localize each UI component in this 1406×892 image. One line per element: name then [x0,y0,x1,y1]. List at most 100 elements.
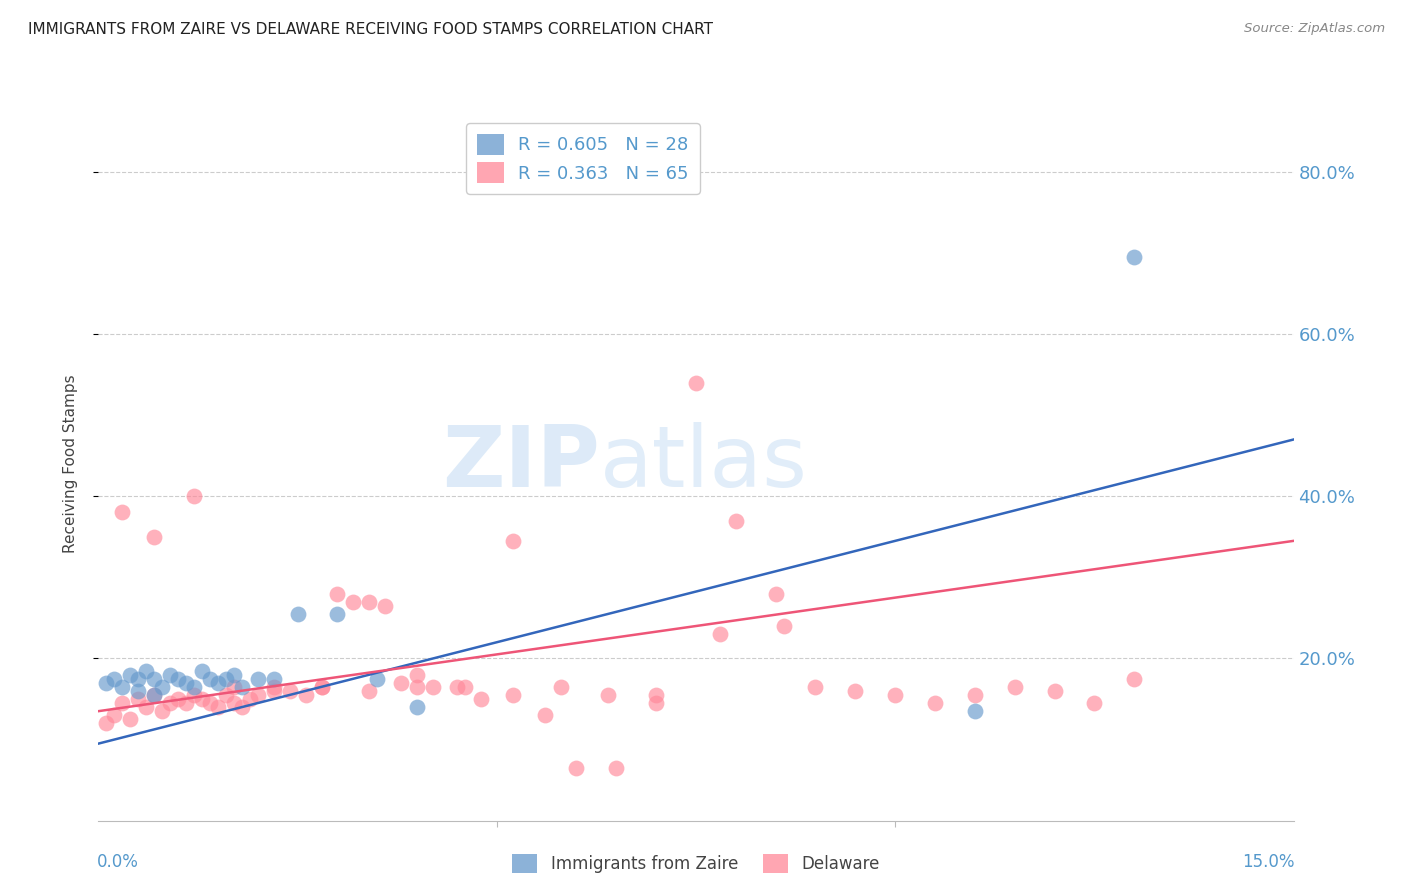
Point [359,684,381,698]
Point [685,376,707,390]
Point [167,672,190,686]
Point [645,696,668,710]
Point [502,533,524,548]
Point [143,688,166,702]
Point [246,688,269,702]
Point [183,688,205,702]
Point [127,672,149,686]
Y-axis label: Receiving Food Stamps: Receiving Food Stamps [63,375,77,553]
Point [263,672,285,686]
Point [884,688,907,702]
Text: IMMIGRANTS FROM ZAIRE VS DELAWARE RECEIVING FOOD STAMPS CORRELATION CHART: IMMIGRANTS FROM ZAIRE VS DELAWARE RECEIV… [28,22,713,37]
Point [765,586,787,600]
Text: 0.0%: 0.0% [97,853,139,871]
Point [150,704,173,718]
Point [239,692,262,706]
Point [207,675,229,690]
Point [120,667,142,681]
Point [287,607,309,621]
Point [135,664,157,678]
Point [198,696,221,710]
Point [406,700,429,714]
Point [167,692,190,706]
Point [366,672,388,686]
Point [645,688,668,702]
Point [263,680,285,694]
Point [143,688,166,702]
Point [1004,680,1026,694]
Point [844,684,866,698]
Point [231,700,253,714]
Point [222,696,245,710]
Point [159,667,181,681]
Point [406,667,429,681]
Point [565,761,588,775]
Point [111,696,134,710]
Point [422,680,444,694]
Point [135,700,157,714]
Text: Source: ZipAtlas.com: Source: ZipAtlas.com [1244,22,1385,36]
Point [103,708,125,723]
Text: ZIP: ZIP [443,422,600,506]
Point [389,675,412,690]
Text: atlas: atlas [600,422,808,506]
Point [263,684,285,698]
Point [533,708,555,723]
Point [550,680,572,694]
Point [598,688,620,702]
Point [103,672,125,686]
Point [207,700,229,714]
Point [222,667,245,681]
Point [963,704,986,718]
Point [111,680,134,694]
Point [96,675,118,690]
Point [143,530,166,544]
Point [454,680,477,694]
Point [772,619,794,633]
Point [174,675,197,690]
Legend: Immigrants from Zaire, Delaware: Immigrants from Zaire, Delaware [506,847,886,880]
Point [804,680,827,694]
Point [1043,684,1066,698]
Point [150,680,173,694]
Point [724,514,747,528]
Point [502,688,524,702]
Point [183,680,205,694]
Point [246,672,269,686]
Point [326,586,349,600]
Point [111,506,134,520]
Point [1123,672,1146,686]
Point [470,692,492,706]
Point [183,489,205,503]
Point [191,664,214,678]
Point [963,688,986,702]
Point [326,607,349,621]
Point [127,684,149,698]
Point [406,680,429,694]
Point [127,692,149,706]
Text: 15.0%: 15.0% [1243,853,1295,871]
Point [174,696,197,710]
Point [294,688,316,702]
Point [120,712,142,726]
Point [215,688,238,702]
Point [159,696,181,710]
Point [709,627,731,641]
Point [446,680,468,694]
Point [374,599,396,613]
Point [278,684,301,698]
Point [605,761,627,775]
Point [143,672,166,686]
Point [1123,250,1146,264]
Point [222,680,245,694]
Point [924,696,946,710]
Point [215,672,238,686]
Point [96,716,118,731]
Point [359,595,381,609]
Point [191,692,214,706]
Point [231,680,253,694]
Point [1083,696,1105,710]
Point [311,680,333,694]
Point [342,595,364,609]
Point [198,672,221,686]
